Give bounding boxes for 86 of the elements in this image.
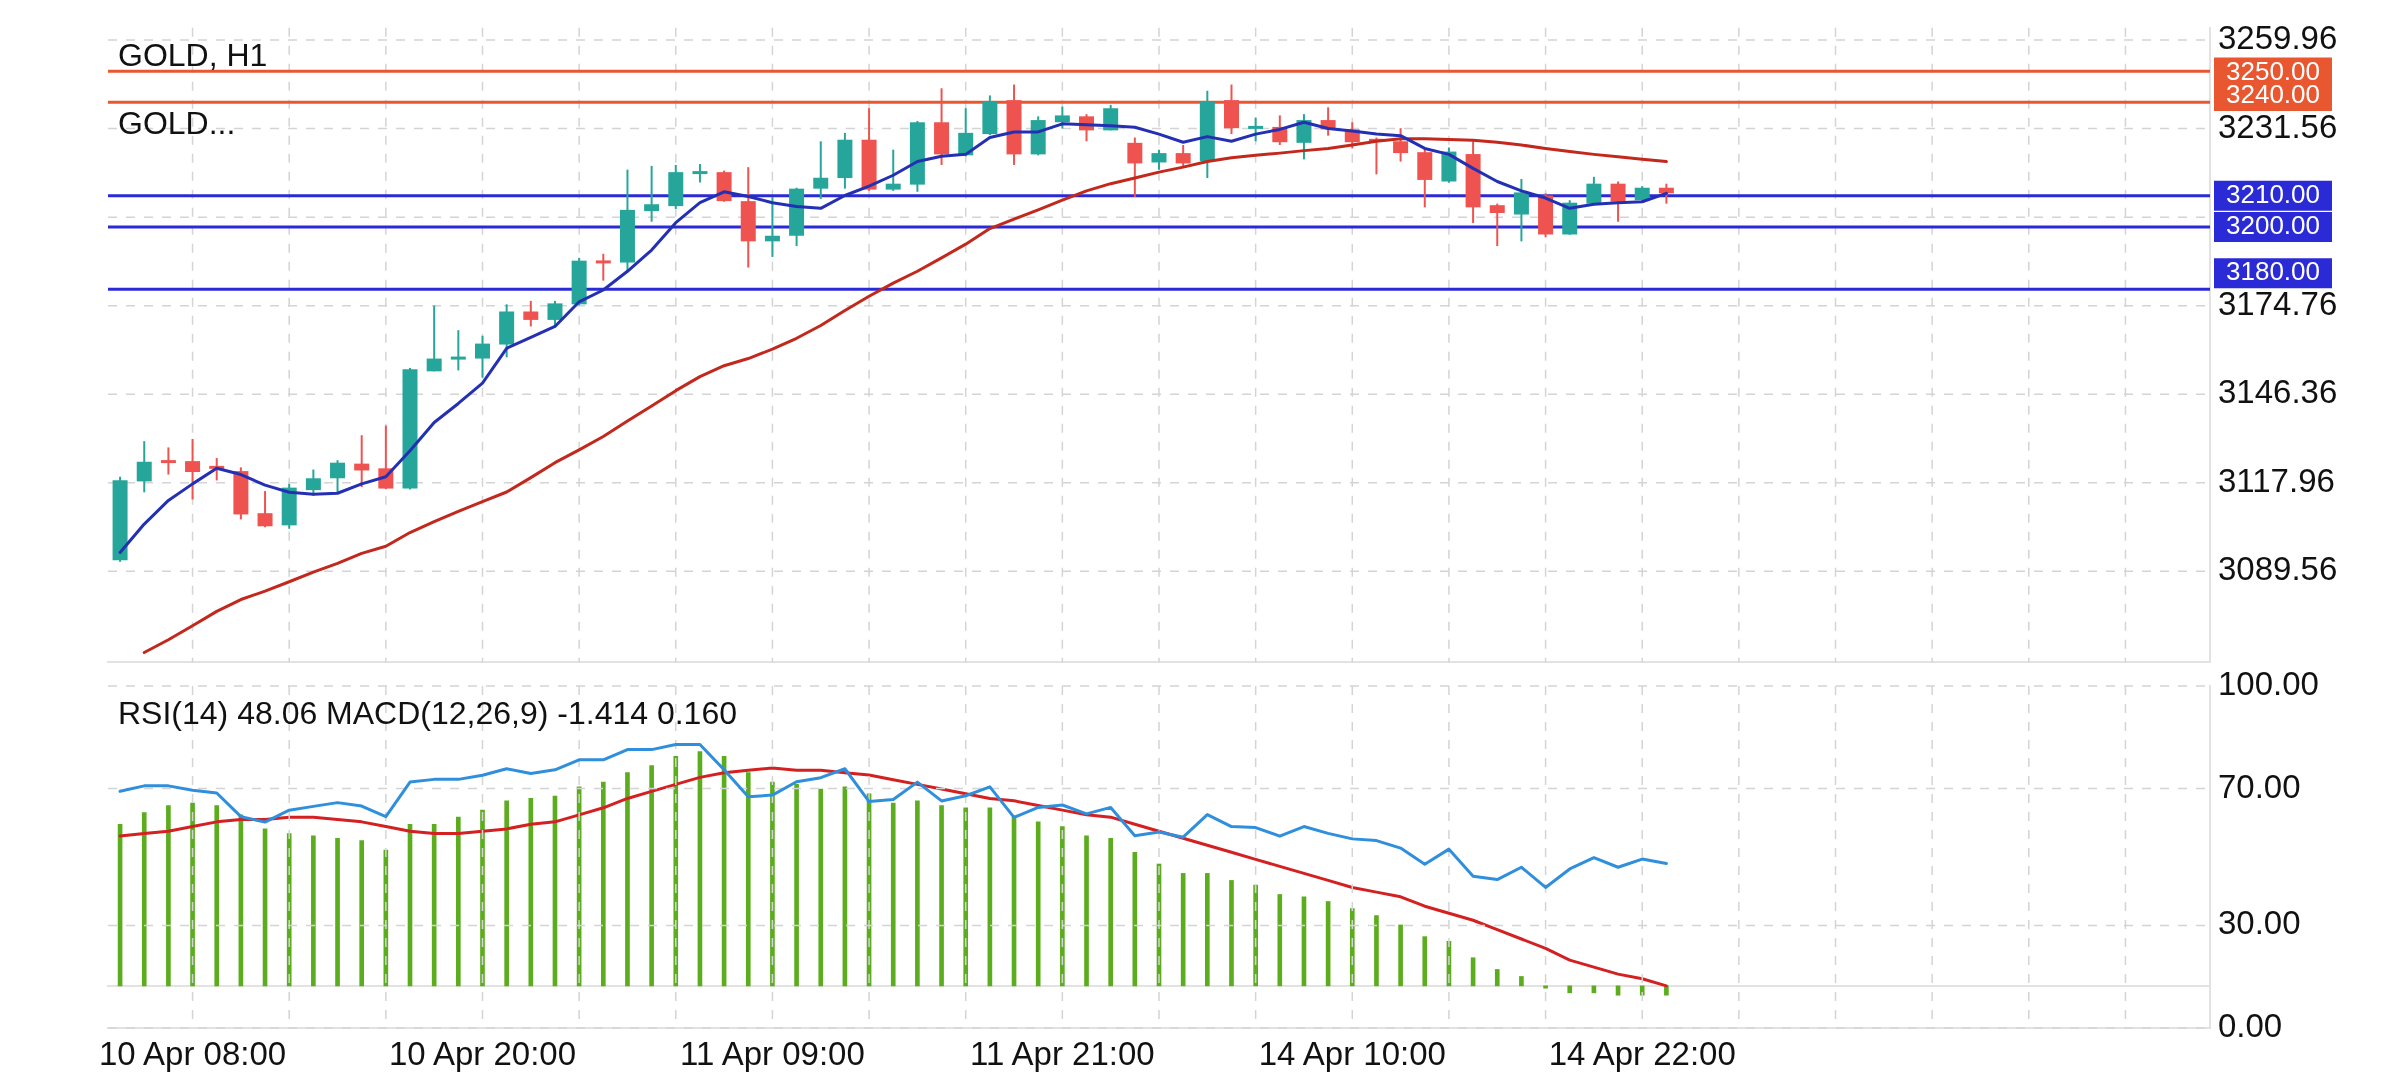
candlestick — [160, 446, 176, 476]
bar — [1543, 985, 1548, 989]
candlestick — [1127, 136, 1143, 199]
candlestick — [1610, 180, 1626, 223]
y-tick-label: 30.00 — [2218, 904, 2301, 942]
y-tick-label: 3117.96 — [2218, 461, 2335, 499]
bar — [1229, 880, 1234, 987]
bar — [939, 805, 944, 987]
x-tick-label: 11 Apr 09:00 — [680, 1034, 865, 1072]
bar — [1567, 985, 1573, 994]
x-tick-label: 14 Apr 22:00 — [1548, 1034, 1736, 1072]
bar — [480, 809, 485, 987]
chart-title: GOLD, H1 — [118, 36, 268, 73]
bar — [1422, 936, 1428, 987]
bar — [649, 765, 654, 987]
bar — [504, 800, 509, 987]
y-tick-label: 3259.96 — [2218, 19, 2338, 57]
bar — [141, 812, 147, 987]
ref-line-label: 3200.00 — [2226, 210, 2320, 241]
bar — [915, 800, 920, 987]
candlestick — [426, 304, 442, 373]
bar — [1253, 884, 1258, 987]
candlestick — [523, 299, 539, 328]
x-tick-label: 11 Apr 21:00 — [970, 1034, 1155, 1072]
candlestick — [1586, 175, 1602, 206]
bar — [1108, 837, 1114, 987]
candlestick — [644, 164, 660, 223]
bar — [963, 807, 969, 987]
candlestick — [136, 440, 152, 494]
x-tick-label: 14 Apr 10:00 — [1258, 1034, 1446, 1072]
bar — [745, 772, 751, 987]
candlestick — [1393, 127, 1409, 163]
x-tick-label: 10 Apr 20:00 — [388, 1034, 577, 1072]
bar — [890, 802, 896, 987]
y-tick-label: 3146.36 — [2218, 373, 2338, 411]
bar — [311, 835, 316, 987]
y-tick-label: 0.00 — [2218, 1007, 2283, 1045]
y-tick-label: 100.00 — [2218, 665, 2319, 703]
ref-line-label: 3210.00 — [2226, 179, 2320, 209]
bar — [1374, 915, 1379, 987]
candlestick — [813, 140, 829, 200]
candlestick — [1248, 116, 1264, 143]
bar — [456, 816, 461, 987]
bar — [600, 781, 606, 987]
bar — [359, 840, 365, 987]
bar — [818, 788, 824, 987]
bar — [335, 837, 340, 987]
bar — [431, 823, 437, 987]
candlestick — [185, 437, 201, 501]
bar — [214, 805, 220, 987]
bar — [1519, 976, 1524, 987]
ref-line-label: 3180.00 — [2226, 256, 2320, 287]
candlestick — [330, 459, 346, 493]
text: GOLD... — [118, 104, 236, 141]
candlestick — [692, 163, 708, 184]
bar — [1204, 873, 1210, 987]
candlestick — [885, 148, 901, 192]
chart-title: RSI(14) 48.06 MACD(12,26,9) -1.414 0.160 — [118, 695, 737, 731]
y-tick-label: 3231.56 — [2218, 107, 2338, 145]
bar — [1277, 894, 1283, 987]
bar — [190, 802, 195, 987]
candlestick — [595, 252, 611, 282]
candlestick — [1489, 202, 1505, 248]
candlestick — [547, 299, 563, 328]
bar — [1084, 835, 1089, 987]
bar — [794, 784, 799, 987]
y-tick-label: 3089.56 — [2218, 550, 2338, 588]
candlestick — [1054, 105, 1070, 130]
bar — [625, 772, 630, 987]
x-tick-label: 10 Apr 08:00 — [98, 1034, 287, 1072]
candlestick — [474, 334, 490, 379]
candlestick — [1513, 178, 1529, 243]
bar — [1349, 908, 1355, 987]
y-tick-label: 3174.76 — [2218, 284, 2338, 322]
y-tick-label: 70.00 — [2218, 767, 2301, 805]
bar — [166, 805, 171, 987]
bar — [770, 781, 775, 987]
bar — [1494, 969, 1500, 987]
candlestick — [1175, 144, 1191, 169]
bar — [1398, 924, 1403, 987]
bar — [1060, 826, 1065, 987]
candlestick — [257, 490, 273, 529]
candlestick — [450, 329, 466, 372]
bar — [1035, 821, 1041, 987]
bar — [528, 798, 534, 987]
candlestick — [1151, 148, 1167, 171]
